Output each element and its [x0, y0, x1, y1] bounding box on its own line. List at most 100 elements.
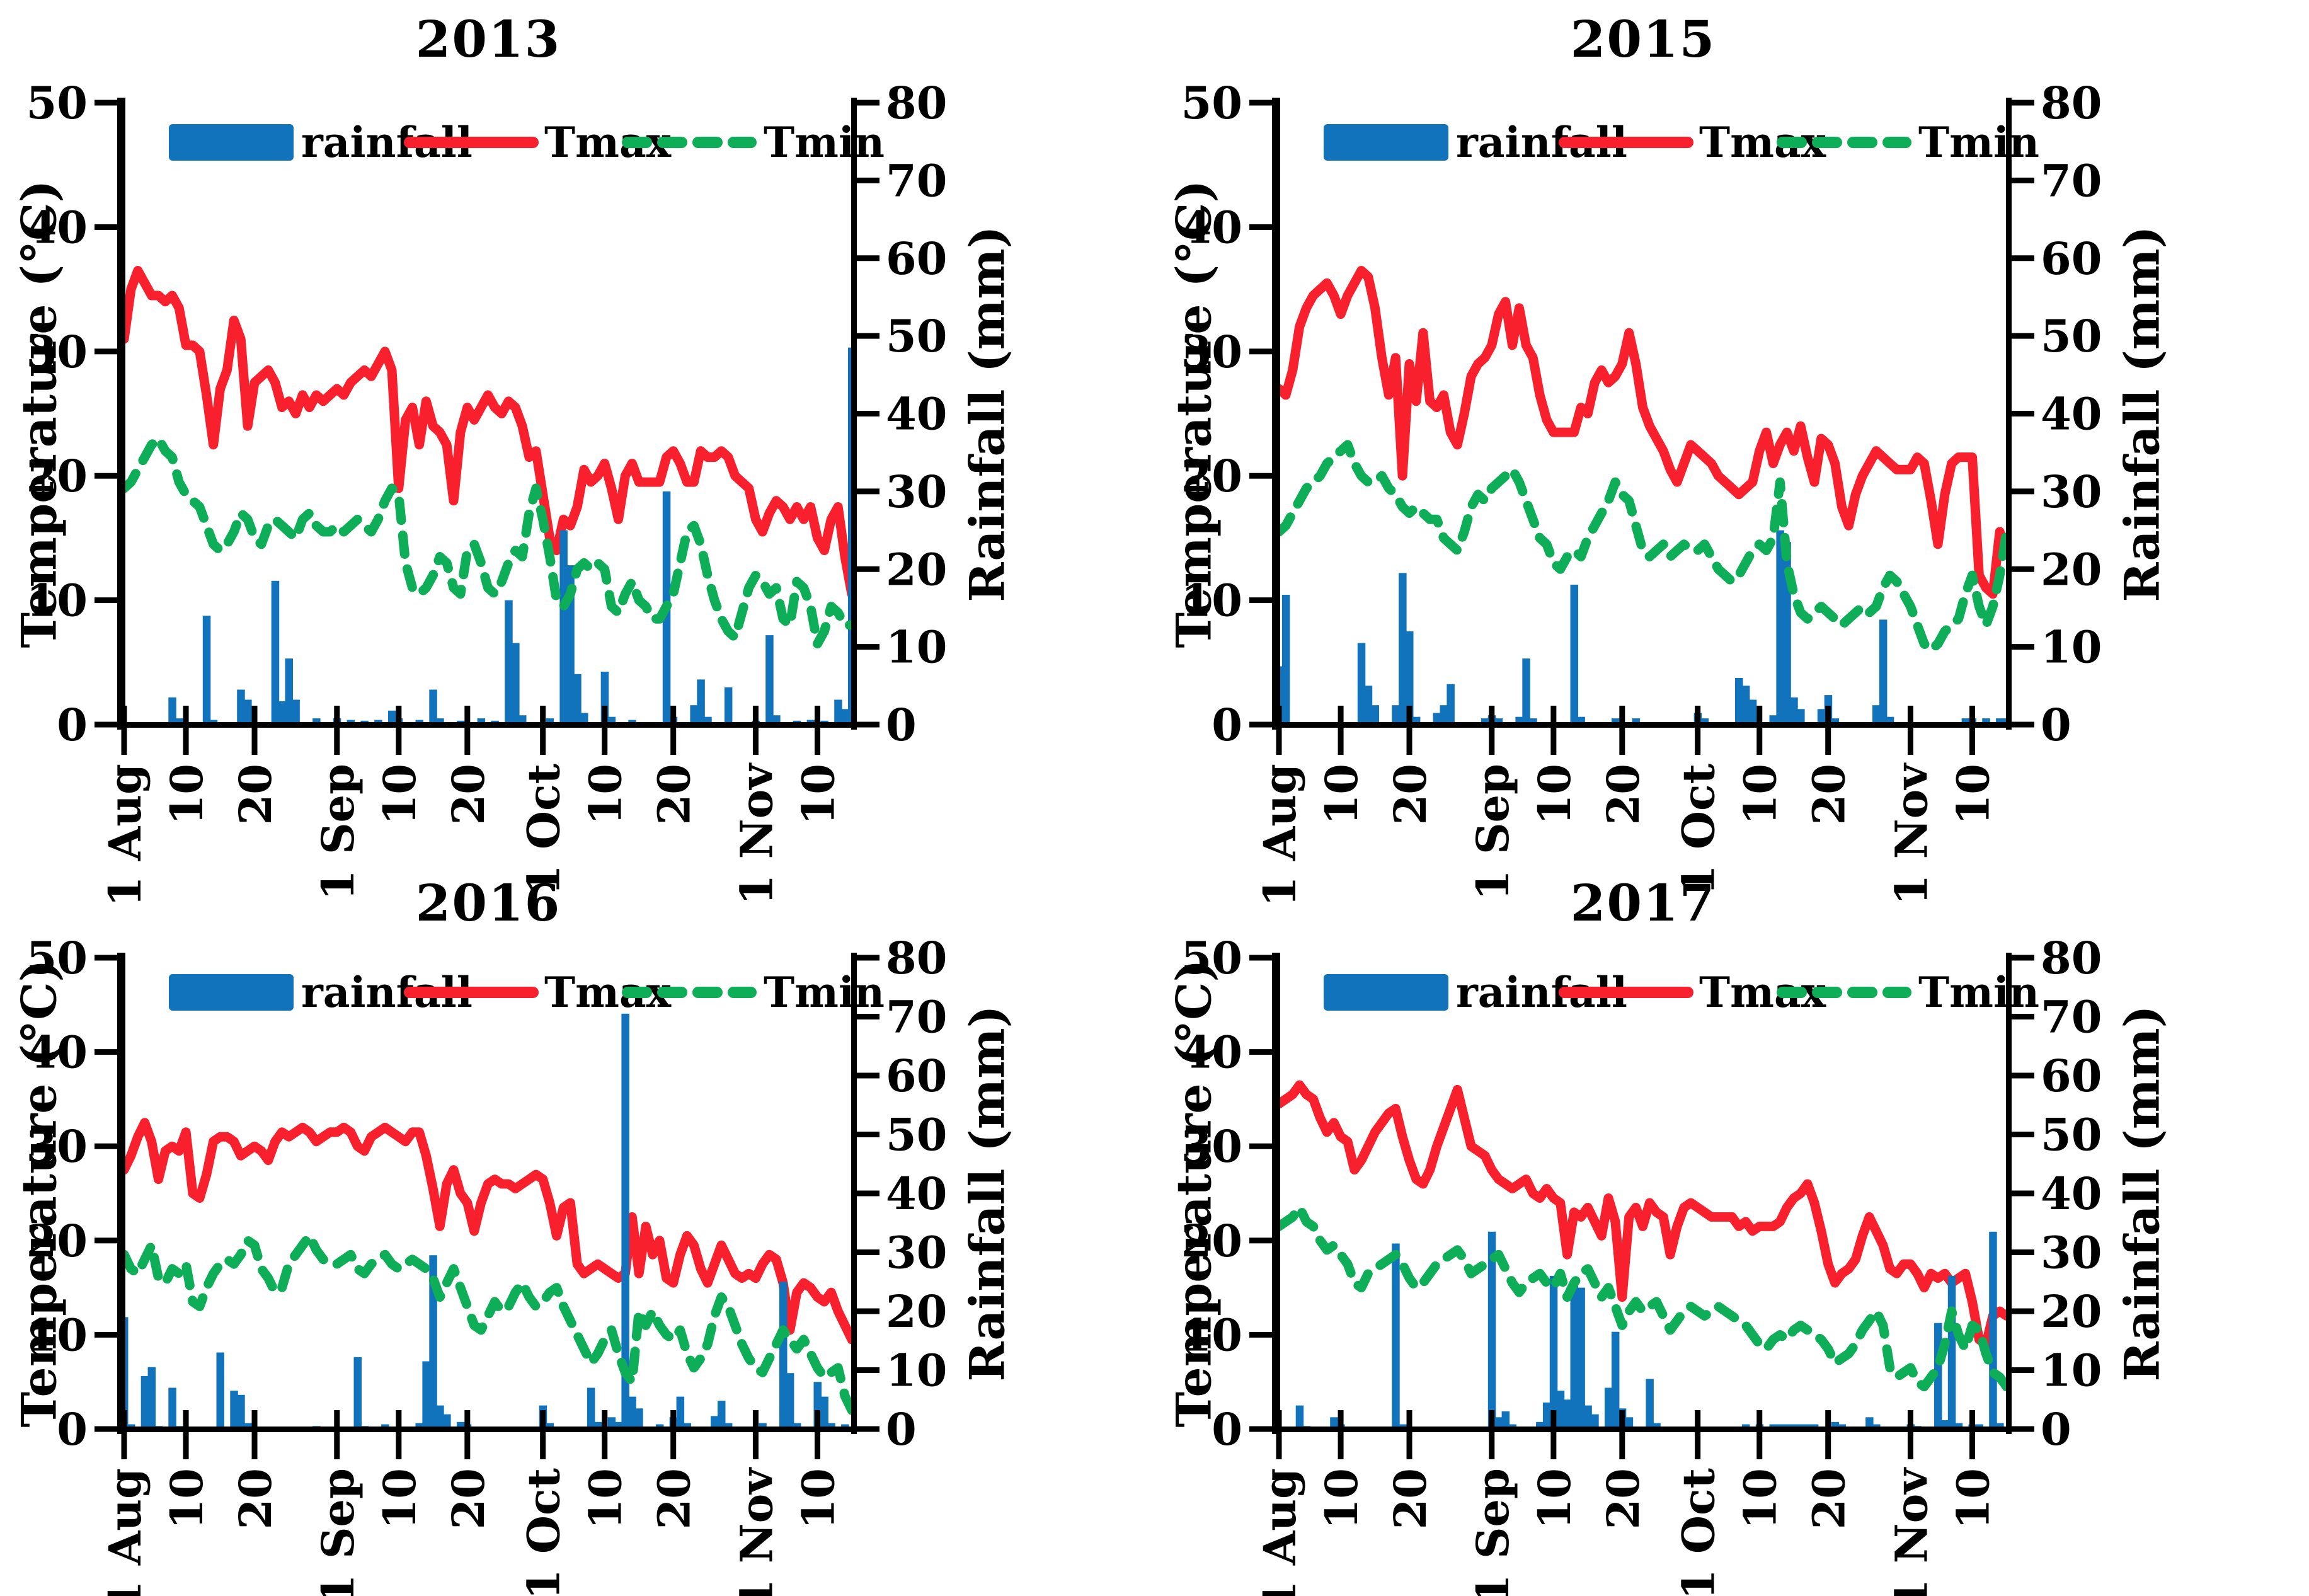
x-tick-label: 20 [1597, 1468, 1649, 1529]
rainfall-bar [1392, 705, 1400, 725]
tmin-line [124, 433, 853, 649]
x-tick [670, 1410, 677, 1459]
tmax-line [124, 266, 853, 599]
right-tick-label: 40 [2041, 388, 2102, 440]
x-tick [396, 706, 402, 755]
x-tick [1276, 706, 1282, 755]
x-tick-label: 10 [1947, 764, 2000, 825]
bottom-axis [1272, 722, 2010, 728]
rainfall-bar [443, 1414, 451, 1429]
rainfall-bar [1632, 718, 1641, 725]
rainfall-bar [1494, 718, 1503, 725]
rainfall-bar [216, 1352, 224, 1429]
right-tick [2012, 1308, 2034, 1314]
rainfall-bar [285, 658, 293, 725]
left-tick [1249, 348, 1272, 355]
x-tick-label: 10 [793, 1468, 845, 1529]
x-tick [602, 1410, 608, 1459]
x-tick-label: 20 [1384, 764, 1436, 825]
x-tick [1406, 1410, 1412, 1459]
x-tick-label: 10 [1734, 764, 1787, 825]
rainfall-bar [415, 1423, 423, 1429]
x-tick [464, 1410, 471, 1459]
rainfall-bar [1605, 1387, 1613, 1429]
left-tick [95, 1426, 117, 1432]
right-tick [2012, 955, 2034, 961]
rainfall-bar [244, 1423, 252, 1429]
rainfall-bar [1611, 1331, 1620, 1429]
right-tick [2012, 1072, 2034, 1079]
rainfall-bar [244, 699, 252, 725]
rainfall-bar [436, 1405, 444, 1429]
right-tick-label: 80 [2041, 932, 2102, 984]
x-tick-label: 10 [580, 764, 632, 825]
right-tick-label: 30 [886, 466, 947, 518]
x-tick [1756, 706, 1763, 755]
right-tick [2012, 1132, 2034, 1137]
rainfall-bar [1279, 666, 1283, 725]
right-tick [857, 1426, 879, 1432]
rainfall-bar [1529, 718, 1537, 725]
left-tick [1249, 1426, 1272, 1432]
right-tick [2012, 1014, 2034, 1019]
rainfall-bar [779, 1282, 788, 1430]
rainfall-bar [676, 1396, 685, 1429]
left-tick [1249, 100, 1272, 106]
x-tick-label: 1 Aug [99, 1468, 151, 1596]
rainfall-bar [1570, 584, 1578, 725]
rainfall-bar [1281, 595, 1290, 725]
rainfall-bar [1494, 1417, 1503, 1429]
right-tick-label: 0 [2041, 1403, 2071, 1455]
x-tick [183, 1410, 189, 1459]
right-axis [2006, 98, 2012, 730]
legend-tmax-label: Tmax [1699, 118, 1826, 167]
left-axis-label: Temperature (°C) [11, 180, 67, 648]
right-axis [851, 953, 857, 1434]
right-tick [2012, 1367, 2034, 1373]
x-tick-label: 1 Sep [312, 764, 364, 900]
rainfall-bar [237, 689, 245, 725]
right-tick [857, 1014, 879, 1019]
rainfall-bar [1357, 643, 1366, 725]
rainfall-bar [1748, 699, 1757, 725]
rainfall-bar [1865, 1417, 1874, 1429]
rainfall-bar [429, 1255, 437, 1429]
rainfall-bar [1790, 697, 1798, 725]
right-tick-label: 0 [886, 699, 917, 751]
x-tick-label: 20 [442, 764, 495, 825]
rainfall-bar [147, 1367, 156, 1429]
legend-tmin-label: Tmin [764, 118, 885, 167]
rainfall-bar [422, 1361, 430, 1429]
rainfall-bar [175, 718, 183, 725]
x-tick-label: 1 Oct [518, 1468, 570, 1596]
right-tick [857, 411, 879, 416]
rainfall-bar [1364, 686, 1373, 725]
bottom-axis [1272, 1427, 2010, 1432]
rainfall-bar [140, 1375, 149, 1429]
rainfall-bar [841, 709, 849, 725]
x-tick [1969, 706, 1976, 755]
panel-2015: 2015 Temperature (°C) Rainfall (mm) 0 10 2… [1155, 0, 2309, 914]
rainfall-bar [683, 1423, 691, 1429]
rainfall-bar [834, 699, 842, 725]
legend-tmin-label: Tmin [1918, 968, 2039, 1017]
right-tick [857, 721, 879, 728]
left-tick [95, 100, 117, 106]
left-tick-label: 20 [1181, 1215, 1242, 1267]
x-tick-label: 10 [1734, 1468, 1787, 1529]
left-tick-label: 10 [26, 1309, 88, 1361]
left-tick-label: 0 [1212, 1403, 1242, 1455]
right-tick-label: 10 [886, 1345, 947, 1397]
x-tick [1695, 1410, 1701, 1459]
left-tick-label: 50 [1181, 932, 1242, 984]
left-tick [95, 721, 117, 728]
right-tick-label: 70 [2041, 154, 2102, 207]
right-tick [857, 1367, 879, 1373]
left-axis-label: Temperature (°C) [1166, 180, 1222, 648]
left-tick-label: 0 [57, 699, 88, 751]
rainfall-bar [765, 635, 774, 725]
panel-2016: 2016 Temperature (°C) Rainfall (mm) 0 10 2… [0, 871, 1154, 1596]
rainfall-bar [512, 643, 520, 725]
